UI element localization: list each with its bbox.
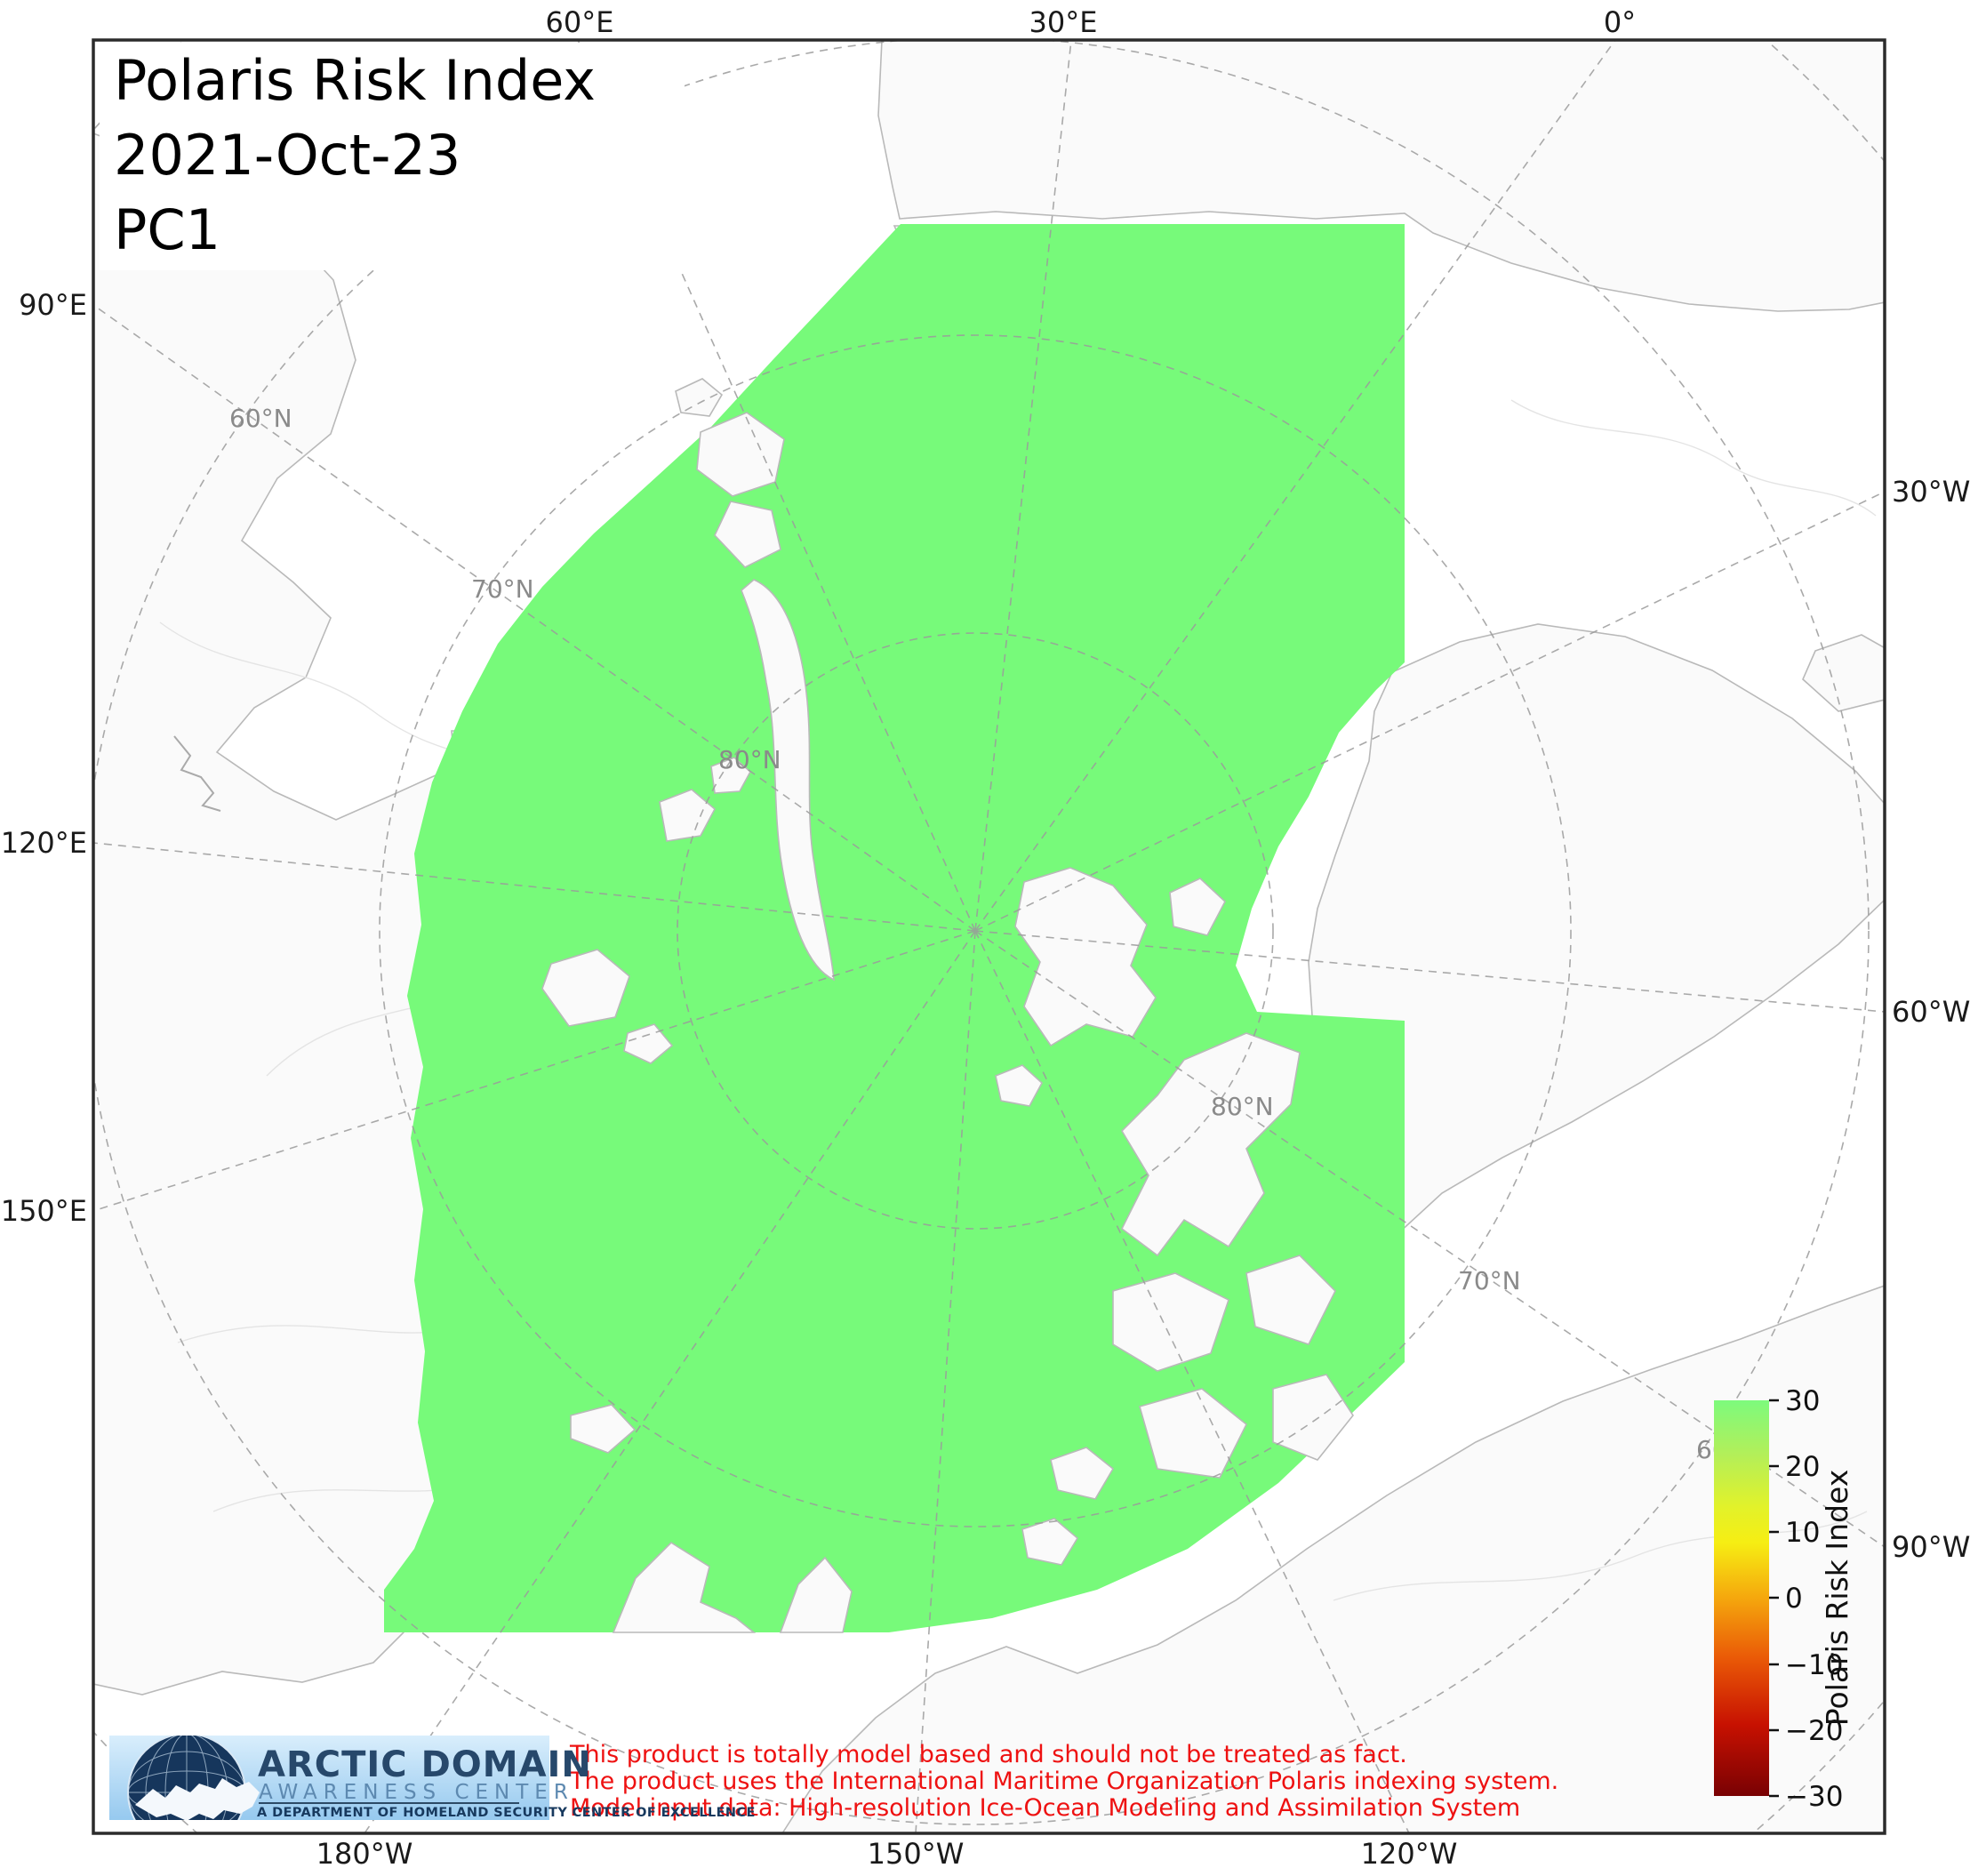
logo-globe xyxy=(127,1736,260,1820)
figure-date: 2021-Oct-23 xyxy=(114,123,460,188)
colorbar-tick-m20: −20 xyxy=(1785,1715,1843,1747)
disclaimer-line-3: Model input data: High-resolution Ice-Oc… xyxy=(570,1794,1520,1822)
colorbar-tick-10: 10 xyxy=(1785,1517,1820,1549)
axis-label-top-60e: 60°E xyxy=(546,5,614,39)
axis-label-top-0: 0° xyxy=(1604,5,1636,39)
iceland-island xyxy=(1802,634,1885,712)
figure-variable: PC1 xyxy=(114,197,220,262)
parallel-label-70n-se: 70°N xyxy=(1458,1266,1521,1295)
axis-label-left-150e: 150°E xyxy=(1,1194,87,1228)
novaya-zemlya-island xyxy=(741,579,835,982)
parallel-label-80n-nw: 80°N xyxy=(718,745,781,774)
axes-frame xyxy=(92,38,1886,1835)
disclaimer-line-1: This product is totally model based and … xyxy=(569,1741,1407,1768)
logo-subtitle: AWARENESS CENTER xyxy=(259,1781,574,1804)
axis-label-left-90e: 90°E xyxy=(19,288,87,322)
title-background xyxy=(100,43,685,270)
colorbar-title: Polaris Risk Index xyxy=(1820,1470,1854,1726)
chukotka-coast-inlet xyxy=(612,1541,757,1633)
axis-label-right-30w: 30°W xyxy=(1892,475,1970,509)
parallel-label-80n-se: 80°N xyxy=(1211,1092,1274,1121)
title-block: Polaris Risk Index 2021-Oct-23 PC1 xyxy=(100,43,685,270)
colorbar-tick-30: 30 xyxy=(1785,1385,1820,1417)
islands-within-domain xyxy=(541,378,1354,1633)
disclaimer-line-2: The product uses the International Marit… xyxy=(569,1768,1558,1795)
canadian-archipelago-islands xyxy=(1112,1272,1229,1372)
colorbar-gradient-bar xyxy=(1714,1400,1769,1796)
colorbar-tick-0: 0 xyxy=(1785,1583,1803,1615)
axis-label-left-120e: 120°E xyxy=(1,826,87,860)
northern-europe-landmass xyxy=(877,40,1885,312)
colorbar-tick-m10: −10 xyxy=(1785,1649,1843,1681)
colorbar: 30 20 10 0 −10 −20 −30 Polaris Risk Inde… xyxy=(1714,1385,1854,1813)
background-landmasses xyxy=(93,40,1885,1833)
axis-label-bottom-180w: 180°W xyxy=(316,1837,413,1871)
logo-caption: A DEPARTMENT OF HOMELAND SECURITY CENTER… xyxy=(257,1806,756,1820)
logo-title: ARCTIC DOMAIN xyxy=(258,1744,592,1785)
axis-label-right-60w: 60°W xyxy=(1892,995,1970,1029)
adac-logo: ARCTIC DOMAIN AWARENESS CENTER A DEPARTM… xyxy=(109,1736,756,1820)
new-siberian-islands xyxy=(541,949,630,1027)
axis-label-right-90w: 90°W xyxy=(1892,1530,1970,1564)
colorbar-tick-labels: 30 20 10 0 −10 −20 −30 xyxy=(1785,1385,1843,1813)
parallel-label-60n-nw: 60°N xyxy=(229,404,292,433)
north-america-landmass xyxy=(781,1285,1885,1833)
colorbar-tick-20: 20 xyxy=(1785,1451,1820,1483)
disclaimer-text: This product is totally model based and … xyxy=(569,1741,1558,1822)
colorbar-ticks xyxy=(1769,1399,1779,1798)
greenland-landmass xyxy=(1308,623,1885,1328)
parallel-label-70n-nw: 70°N xyxy=(471,574,534,604)
axis-label-bottom-120w: 120°W xyxy=(1361,1837,1458,1871)
axis-tick-labels: 60°E 30°E 0° 90°E 120°E 150°E 30°W 60°W … xyxy=(1,5,1970,1871)
wrangel-island xyxy=(570,1404,637,1454)
axis-label-top-30e: 30°E xyxy=(1029,5,1098,39)
figure-title: Polaris Risk Index xyxy=(114,48,596,113)
axis-label-bottom-150w: 150°W xyxy=(868,1837,965,1871)
alaska-coast-inlet xyxy=(779,1556,853,1633)
ellesmere-island xyxy=(1120,1032,1301,1257)
colorbar-tick-m30: −30 xyxy=(1785,1781,1843,1813)
